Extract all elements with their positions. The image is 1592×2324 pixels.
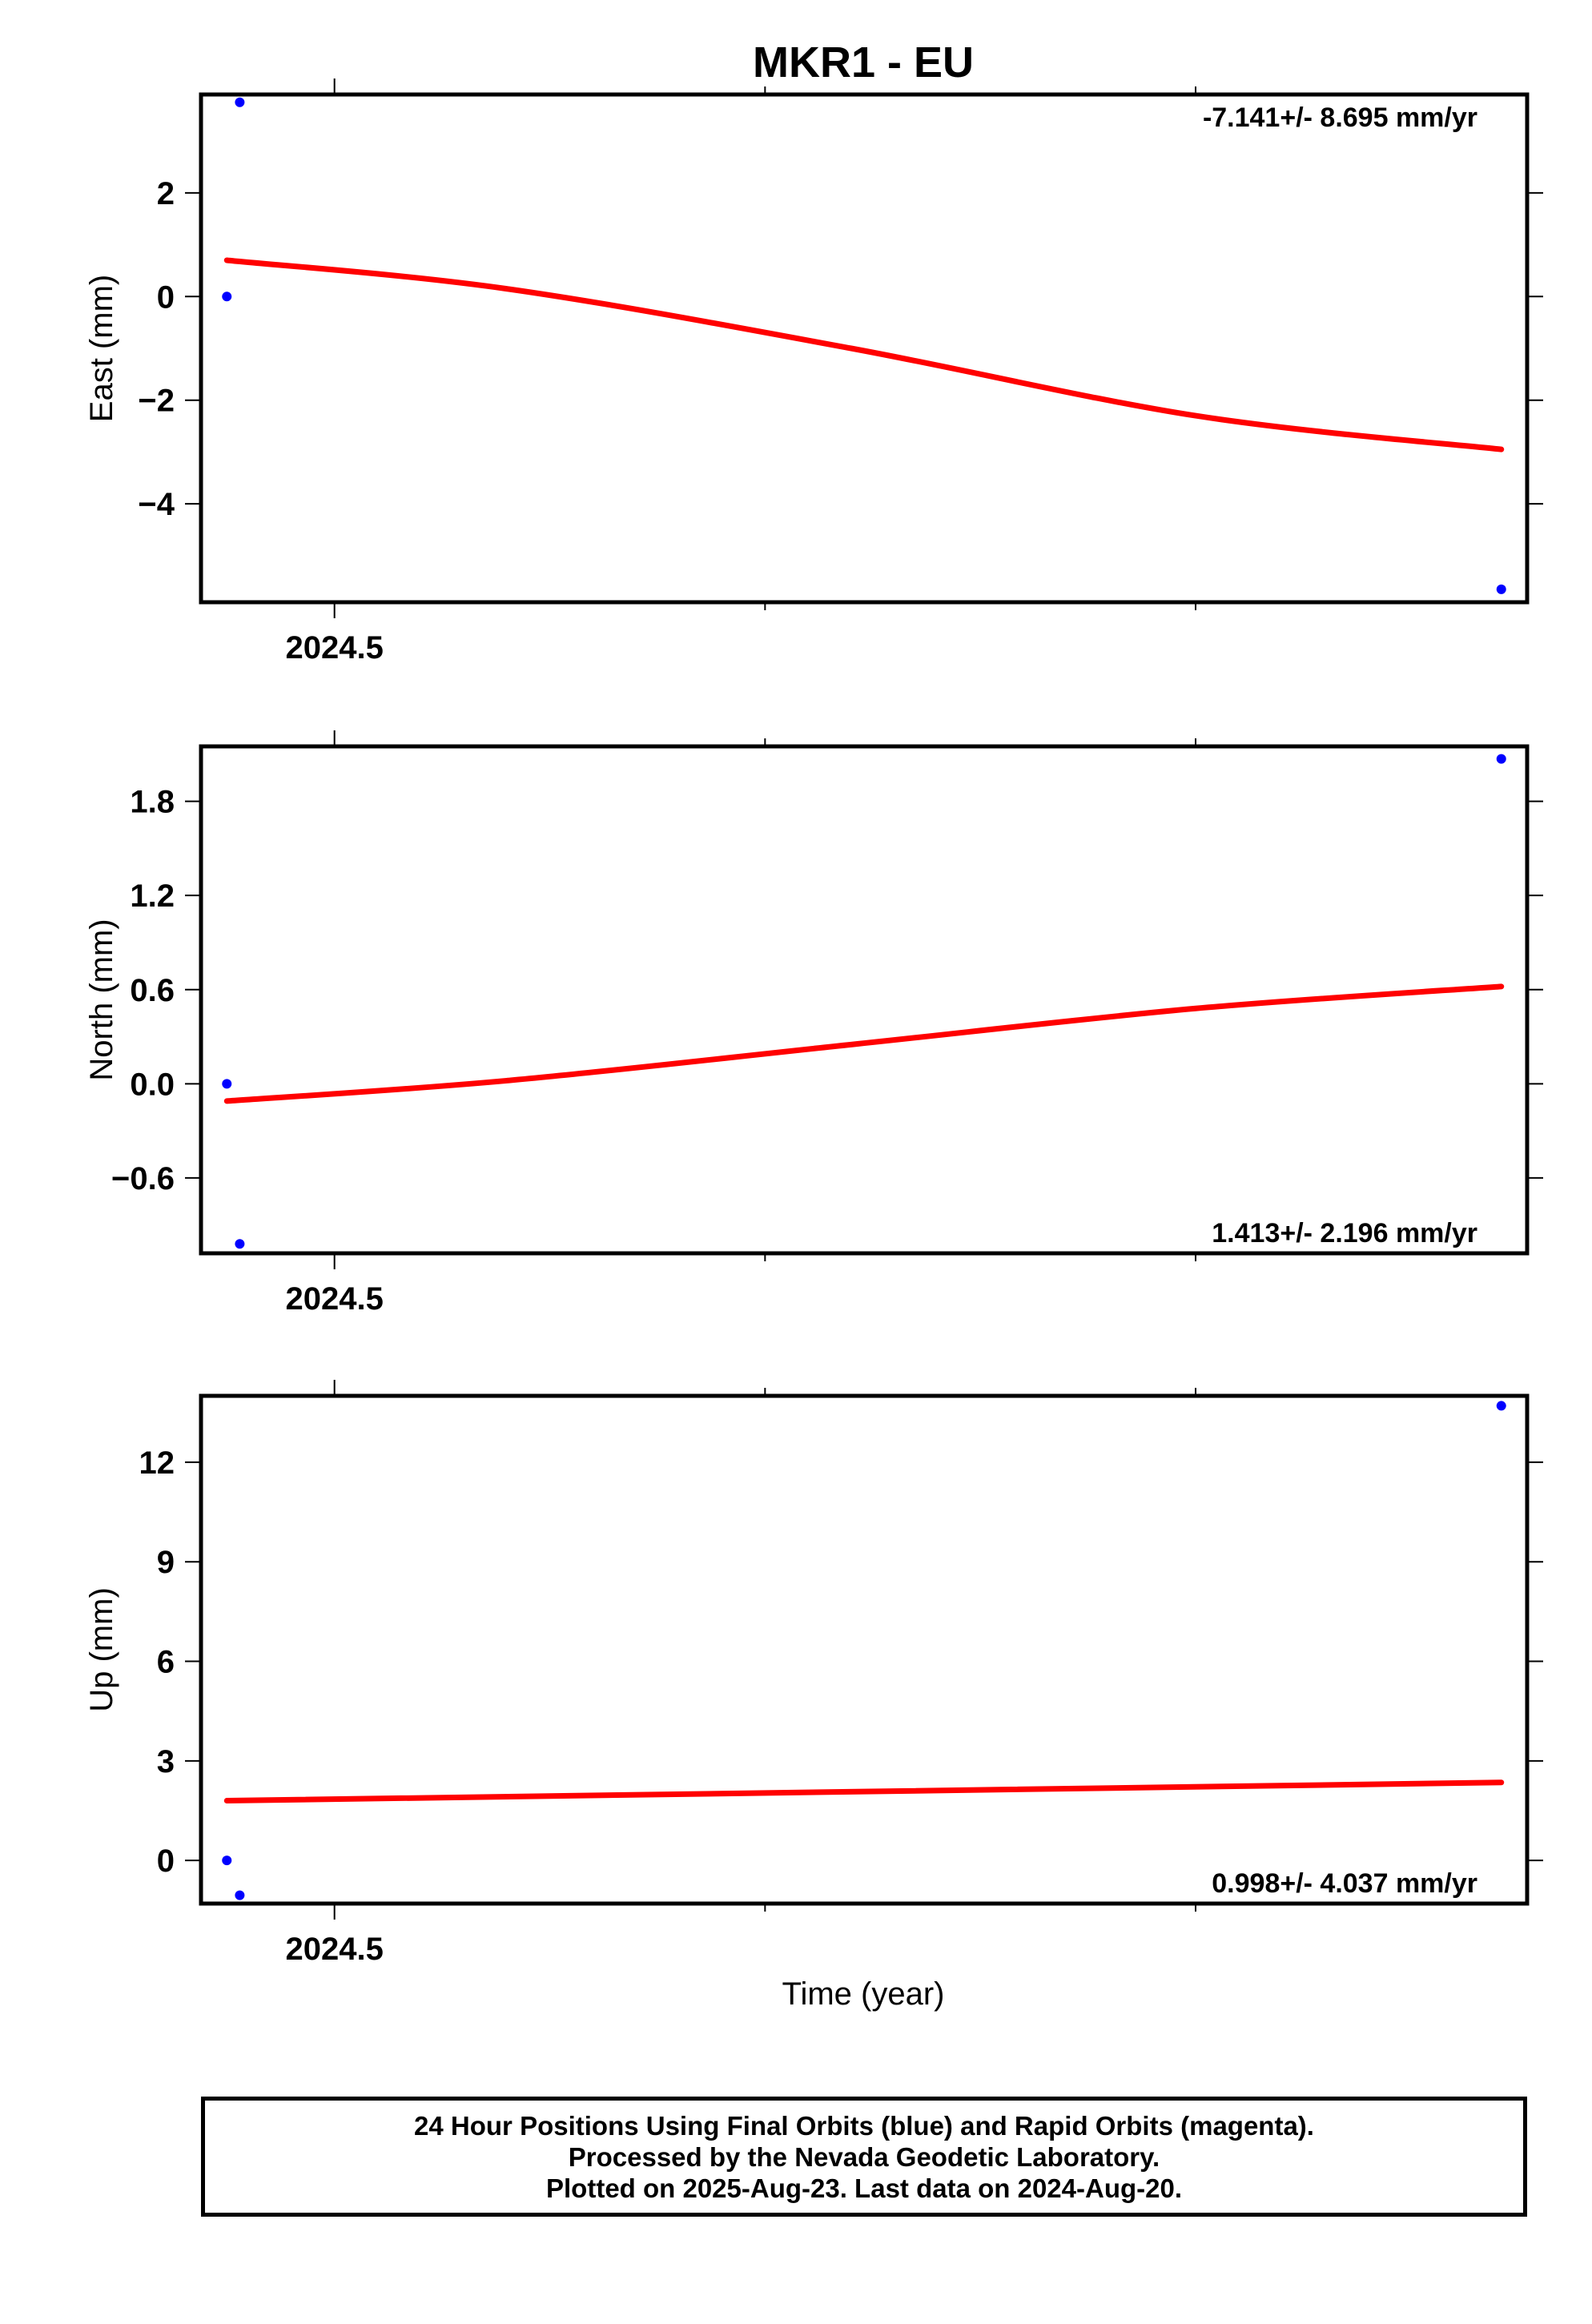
footer-line-3: Plotted on 2025-Aug-23. Last data on 202… [546,2173,1182,2203]
up-data-point [235,1890,245,1900]
up-data-point [222,1856,232,1866]
east-velocity-annotation: -7.141+/- 8.695 mm/yr [1203,103,1477,133]
up-data-point [1496,1401,1506,1411]
x-axis-label: Time (year) [782,1976,945,2012]
north-ytick-label: 0.6 [130,973,175,1008]
north-data-point [1496,754,1506,764]
footer-line-1: 24 Hour Positions Using Final Orbits (bl… [414,2110,1314,2141]
up-ytick-label: 6 [157,1645,175,1680]
east-ytick-label: 0 [157,279,175,315]
east-y-axis-label: East (mm) [84,275,119,422]
east-ytick-label: −2 [138,384,175,419]
north-ytick-label: 0.0 [130,1067,175,1102]
up-ytick-label: 12 [139,1445,175,1481]
north-ytick-label: 1.2 [130,879,175,914]
north-fit-line [223,983,1505,1104]
east-data-point [235,97,245,107]
east-ytick-label: −4 [138,487,175,522]
north-data-point [222,1079,232,1089]
north-data-point [235,1239,245,1249]
north-panel-frame [199,744,1530,1256]
footer-line-2: Processed by the Nevada Geodetic Laborat… [568,2141,1160,2172]
up-ytick-label: 3 [157,1744,175,1779]
north-ytick-label: 1.8 [130,785,175,820]
east-panel-frame [199,92,1530,605]
east-data-point [222,292,232,302]
up-fit-line [223,1779,1505,1804]
east-ytick-label: 2 [157,176,175,211]
up-velocity-annotation: 0.998+/- 4.037 mm/yr [1212,1868,1477,1899]
east-data-point [1496,584,1506,594]
north-velocity-annotation: 1.413+/- 2.196 mm/yr [1212,1218,1477,1248]
chart-title: MKR1 - EU [753,38,974,86]
north-y-axis-label: North (mm) [84,919,119,1080]
up-xtick-label: 2024.5 [286,1932,384,1967]
up-y-axis-label: Up (mm) [84,1587,119,1712]
north-ytick-label: −0.6 [111,1161,175,1196]
up-ytick-label: 9 [157,1545,175,1580]
processing-info-box: 24 Hour Positions Using Final Orbits (bl… [201,2097,1527,2217]
up-panel-frame [199,1393,1530,1906]
east-fit-line [223,257,1505,452]
up-ytick-label: 0 [157,1844,175,1879]
north-xtick-label: 2024.5 [286,1281,384,1317]
east-xtick-label: 2024.5 [286,630,384,665]
